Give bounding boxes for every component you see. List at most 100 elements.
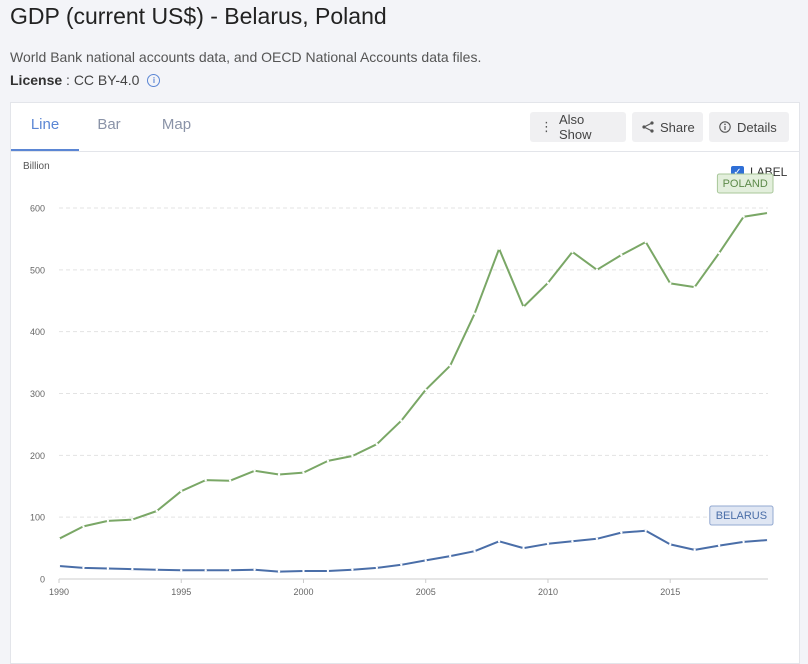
data-point-poland — [400, 419, 403, 422]
data-point-belarus — [180, 569, 183, 572]
details-button[interactable]: Details — [709, 112, 789, 142]
y-tick-label: 400 — [30, 327, 45, 337]
y-axis-label: Billion — [23, 161, 50, 172]
data-point-poland — [448, 364, 452, 367]
data-point-poland — [766, 211, 770, 215]
data-point-poland — [180, 489, 183, 493]
data-point-belarus — [302, 569, 305, 573]
data-point-poland — [57, 537, 61, 541]
data-point-belarus — [131, 567, 134, 571]
share-label: Share — [660, 119, 695, 135]
data-point-belarus — [204, 569, 207, 572]
series-line-belarus — [58, 529, 769, 573]
data-point-poland — [131, 518, 134, 521]
series-end-label: BELARUS — [716, 510, 767, 522]
share-button[interactable]: Share — [632, 112, 703, 142]
data-point-belarus — [277, 570, 281, 573]
license-value: CC BY-4.0 — [73, 72, 140, 88]
y-tick-label: 0 — [40, 575, 45, 585]
data-point-belarus — [546, 542, 550, 545]
data-point-poland — [717, 251, 721, 255]
data-point-belarus — [620, 531, 623, 534]
data-point-poland — [742, 215, 745, 218]
data-point-belarus — [82, 566, 85, 570]
data-point-belarus — [228, 569, 232, 572]
tab-map[interactable]: Map — [161, 116, 192, 133]
data-point-poland — [302, 471, 305, 474]
series-line-poland — [58, 211, 769, 540]
data-point-belarus — [595, 537, 599, 541]
data-point-belarus — [669, 543, 672, 546]
more-vertical-icon: ⋮ — [540, 119, 553, 134]
data-point-poland — [546, 281, 550, 285]
chart-card: Line Bar Map ⋮ Also Show Share Det — [10, 102, 800, 664]
data-point-poland — [473, 312, 476, 315]
also-show-button[interactable]: ⋮ Also Show — [530, 112, 626, 142]
data-point-poland — [522, 305, 525, 309]
data-point-belarus — [717, 544, 721, 547]
series-end-label-box — [716, 173, 774, 194]
source-note: World Bank national accounts data, and O… — [10, 49, 482, 65]
data-point-poland — [669, 282, 672, 285]
data-point-poland — [277, 473, 281, 476]
y-tick-label: 300 — [30, 389, 45, 399]
data-point-belarus — [571, 540, 574, 543]
also-show-label: Also Show — [559, 112, 592, 142]
y-tick-label: 500 — [30, 265, 45, 275]
data-point-poland — [155, 509, 158, 513]
info-icon[interactable]: i — [147, 73, 161, 87]
data-point-belarus — [326, 569, 330, 573]
series-end-label-box — [709, 505, 774, 526]
y-tick-label: 100 — [30, 513, 45, 523]
data-point-poland — [595, 268, 599, 272]
data-point-belarus — [497, 540, 501, 543]
data-point-belarus — [375, 566, 379, 570]
data-point-poland — [424, 388, 427, 391]
data-point-poland — [351, 454, 354, 458]
data-point-belarus — [424, 559, 427, 562]
data-point-belarus — [155, 568, 158, 571]
x-tick-label: 2015 — [660, 587, 680, 597]
data-point-belarus — [351, 568, 354, 571]
tab-bar-chart[interactable]: Bar — [97, 116, 121, 133]
page-title: GDP (current US$) - Belarus, Poland — [10, 3, 387, 29]
line-chart: Billion 0 100 200 300 400 500 600 1990 1995 2000 20… — [23, 161, 774, 597]
data-point-belarus — [742, 540, 745, 544]
tab-bar: Line Bar Map ⋮ Also Show Share Det — [11, 103, 799, 152]
tab-line[interactable]: Line — [11, 103, 79, 151]
share-icon — [642, 121, 654, 133]
data-point-belarus — [400, 563, 403, 566]
data-point-poland — [228, 479, 232, 482]
data-point-poland — [571, 250, 574, 254]
license-line: License : CC BY-4.0 i — [10, 72, 161, 88]
info-circle-icon — [719, 121, 731, 133]
data-point-poland — [644, 240, 647, 244]
x-tick-label: 1990 — [49, 587, 69, 597]
data-point-poland — [326, 459, 330, 463]
data-point-poland — [204, 478, 207, 482]
x-tick-label: 2005 — [416, 587, 436, 597]
data-point-poland — [620, 253, 623, 257]
data-point-belarus — [448, 554, 452, 558]
data-point-poland — [375, 443, 379, 446]
data-point-belarus — [522, 546, 525, 550]
x-tick-label: 2000 — [293, 587, 313, 597]
y-tick-label: 600 — [30, 204, 45, 214]
data-point-poland — [253, 469, 256, 472]
data-point-belarus — [766, 538, 770, 542]
data-point-poland — [497, 247, 501, 251]
data-point-belarus — [473, 549, 476, 553]
license-label: License — [10, 72, 63, 88]
data-point-poland — [106, 519, 110, 523]
x-tick-label: 1995 — [171, 587, 191, 597]
data-point-belarus — [57, 564, 61, 568]
details-label: Details — [737, 119, 777, 135]
data-point-belarus — [106, 567, 110, 570]
license-separator: : — [62, 72, 74, 88]
data-point-belarus — [253, 568, 256, 571]
y-tick-label: 200 — [30, 451, 45, 461]
data-point-belarus — [693, 548, 696, 552]
series-end-label: POLAND — [723, 178, 768, 190]
data-point-belarus — [644, 529, 647, 532]
data-point-poland — [82, 525, 85, 528]
